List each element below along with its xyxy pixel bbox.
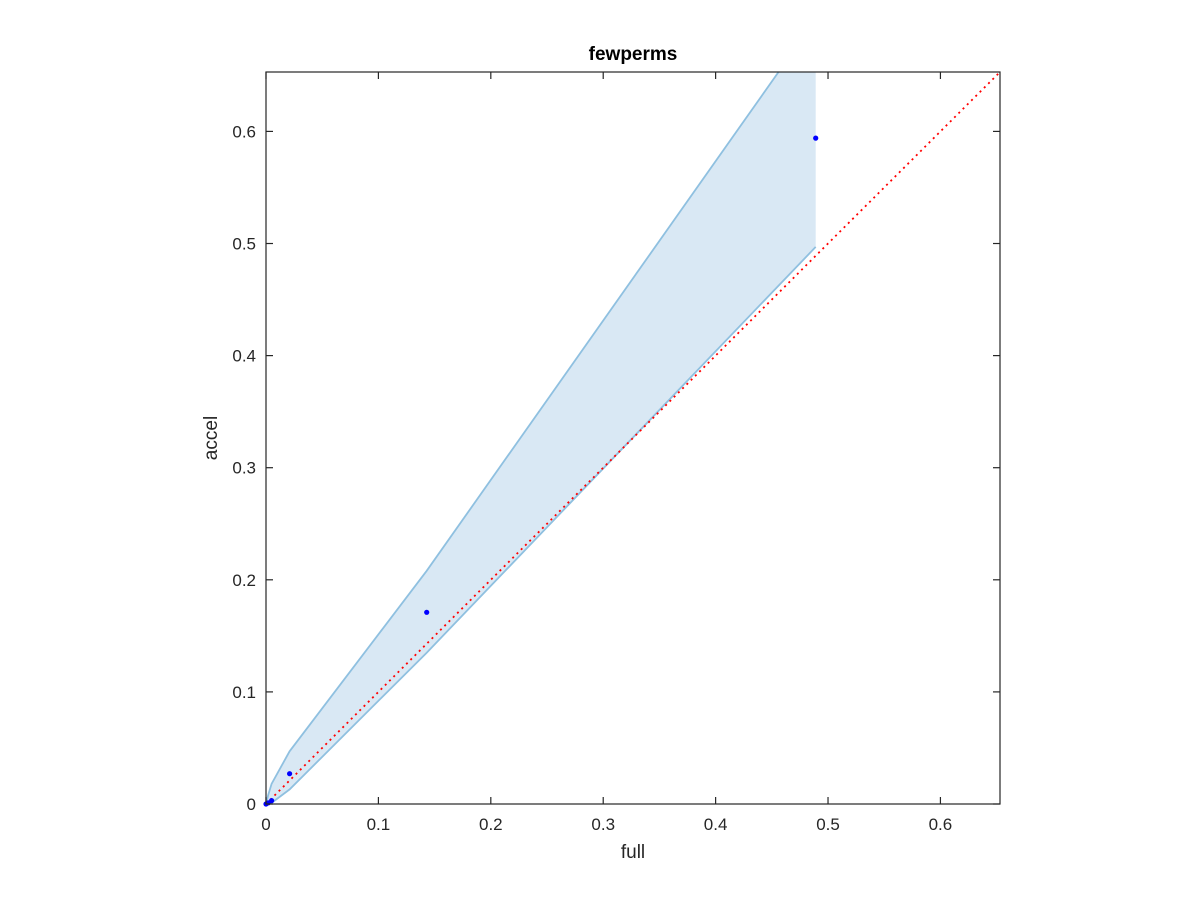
y-tick-label: 0.5 — [232, 235, 256, 254]
x-tick-label: 0.2 — [479, 815, 503, 834]
x-tick-label: 0.6 — [929, 815, 953, 834]
axes-layer — [265, 71, 1001, 805]
y-axis-label: accel — [201, 416, 222, 460]
plot-frame — [265, 71, 1001, 805]
y-tick-label: 0.6 — [232, 122, 256, 141]
x-ticks-layer: 0 0.1 0.2 0.3 0.4 0.5 0.6 — [261, 72, 952, 834]
y-tick-label: 0.3 — [232, 459, 256, 478]
data-point — [424, 609, 430, 615]
data-point — [287, 771, 293, 777]
y-tick-label: 0.1 — [232, 683, 256, 702]
confidence-band-area — [266, 72, 816, 804]
band-lower-edge — [266, 246, 817, 804]
data-point — [269, 798, 275, 804]
x-axis-label: full — [621, 842, 645, 863]
y-tick-label: 0.2 — [232, 571, 256, 590]
chart-title: fewperms — [589, 44, 678, 65]
x-tick-label: 0.4 — [704, 815, 728, 834]
x-tick-label: 0.1 — [367, 815, 391, 834]
y-tick-label: 0.4 — [232, 347, 256, 366]
data-point — [813, 135, 819, 141]
x-tick-label: 0 — [261, 815, 270, 834]
x-tick-label: 0.3 — [591, 815, 615, 834]
x-tick-label: 0.5 — [816, 815, 840, 834]
confidence-band-layer — [266, 72, 817, 804]
band-upper-edge — [266, 72, 780, 804]
y-ticks-layer: 0 0.1 0.2 0.3 0.4 0.5 0.6 — [232, 122, 1000, 814]
y-tick-label: 0 — [247, 795, 256, 814]
